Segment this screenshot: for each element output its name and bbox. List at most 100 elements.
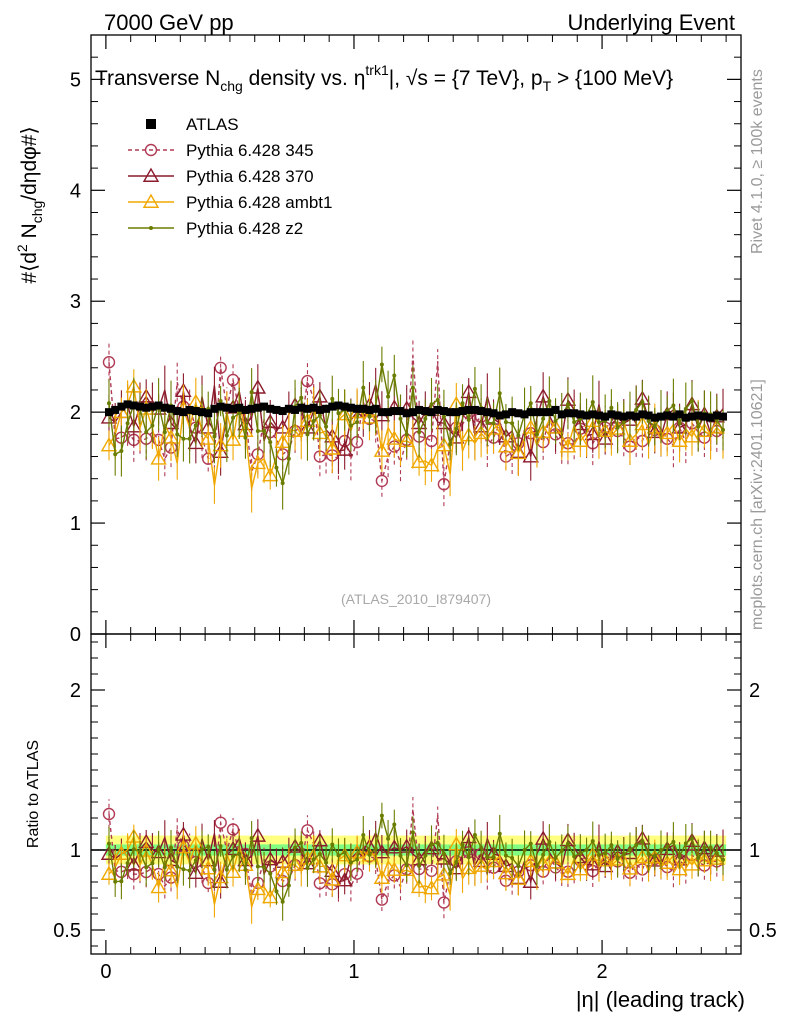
ylabel-p2: N — [18, 223, 41, 244]
data-point — [379, 362, 384, 367]
data-point — [286, 456, 291, 461]
atlas-data-point — [663, 411, 672, 420]
ratio-data-point — [429, 842, 434, 847]
data-point — [249, 454, 267, 470]
ratio-data-point — [125, 856, 143, 871]
ratio-data-point — [435, 840, 440, 845]
atlas-data-point — [545, 408, 554, 417]
atlas-data-point — [452, 408, 461, 417]
atlas-data-point — [613, 411, 622, 420]
atlas-data-point — [135, 402, 144, 411]
data-point — [472, 424, 490, 440]
data-point — [386, 394, 391, 399]
atlas-data-point — [551, 405, 560, 414]
ratio-data-point — [373, 846, 378, 851]
data-point — [559, 438, 577, 453]
main-plot-area — [100, 338, 728, 513]
ratio-y-tick-label: 1 — [70, 840, 81, 862]
data-point — [497, 391, 502, 396]
ratio-data-point — [658, 848, 663, 852]
data-point — [621, 420, 626, 425]
ratio-data-point — [491, 855, 496, 860]
ratio-data-point — [596, 852, 601, 857]
data-point — [375, 474, 389, 488]
ylabel-sup: 2 — [14, 244, 30, 252]
atlas-data-point — [477, 407, 486, 416]
legend: ATLAS Pythia 6.428 345 Pythia 6.428 370 Pyt… — [128, 115, 332, 238]
ratio-data-point — [102, 807, 116, 821]
header-left: 7000 GeV pp — [104, 10, 234, 35]
data-point — [255, 429, 260, 434]
data-point — [249, 390, 254, 395]
data-point — [522, 448, 539, 463]
ratio-data-point — [286, 883, 291, 888]
ratio-data-point — [131, 847, 136, 852]
ratio-data-point — [200, 860, 217, 875]
data-point — [671, 432, 688, 447]
title-sub2: T — [543, 78, 552, 94]
atlas-data-point — [433, 405, 442, 414]
data-point — [410, 453, 428, 469]
atlas-data-point — [408, 408, 417, 417]
data-point — [423, 456, 440, 472]
data-point — [125, 421, 130, 426]
legend-label: ATLAS — [186, 115, 239, 134]
atlas-data-point — [365, 405, 374, 414]
ratio-data-point — [375, 893, 389, 906]
data-point — [528, 401, 533, 406]
ratio-data-point — [454, 860, 459, 864]
ratio-data-point — [169, 845, 174, 850]
data-point — [565, 402, 570, 407]
ratio-data-point — [286, 856, 304, 871]
atlas-data-point — [111, 405, 120, 414]
ratio-data-point — [547, 840, 552, 844]
atlas-data-point — [167, 404, 176, 413]
atlas-data-point — [129, 401, 138, 410]
ratio-data-point — [410, 830, 415, 835]
ratio-data-point — [652, 854, 657, 859]
data-point — [243, 435, 248, 440]
data-point — [367, 414, 372, 419]
atlas-data-point — [235, 403, 244, 412]
ratio-data-point — [621, 852, 626, 857]
data-point — [466, 417, 471, 422]
data-point — [193, 423, 198, 428]
data-point — [305, 432, 310, 437]
ratio-data-point — [671, 860, 688, 876]
mcplots-source-label: mcplots.cern.ch [arXiv:2401.10621] — [749, 379, 766, 630]
ratio-data-point — [150, 861, 155, 866]
ratio-data-point — [100, 865, 118, 880]
data-point — [516, 433, 521, 438]
data-point — [274, 433, 291, 449]
ratio-y-tick-label-right: 0.5 — [749, 920, 777, 942]
data-point — [534, 432, 539, 437]
atlas-data-point — [619, 412, 628, 421]
ratio-data-point — [324, 871, 341, 886]
data-point — [280, 481, 285, 486]
ratio-data-point — [658, 854, 676, 869]
title-part2: density vs. — [243, 67, 354, 90]
x-tick-label: 1 — [348, 961, 359, 983]
ratio-data-point — [448, 871, 453, 876]
atlas-data-point — [638, 410, 647, 419]
data-point — [510, 444, 527, 460]
data-point — [460, 401, 465, 406]
atlas-data-point — [173, 407, 182, 416]
atlas-data-point — [284, 404, 293, 413]
data-point — [386, 430, 403, 445]
ratio-plot-area — [100, 796, 726, 924]
atlas-data-point — [688, 412, 697, 421]
ratio-panel-frame — [90, 633, 742, 955]
data-point — [547, 399, 552, 404]
ratio-data-point — [522, 852, 539, 868]
ratio-data-point — [714, 851, 719, 856]
ratio-y-tick-label: 2 — [70, 680, 81, 702]
ratio-data-point — [336, 853, 341, 858]
ratio-data-point — [466, 855, 471, 860]
ratio-data-point — [615, 856, 620, 861]
atlas-data-point — [396, 407, 405, 416]
data-point — [437, 478, 451, 491]
data-point — [175, 432, 180, 437]
x-tick-label: 0 — [100, 961, 111, 983]
atlas-data-point — [272, 405, 281, 414]
